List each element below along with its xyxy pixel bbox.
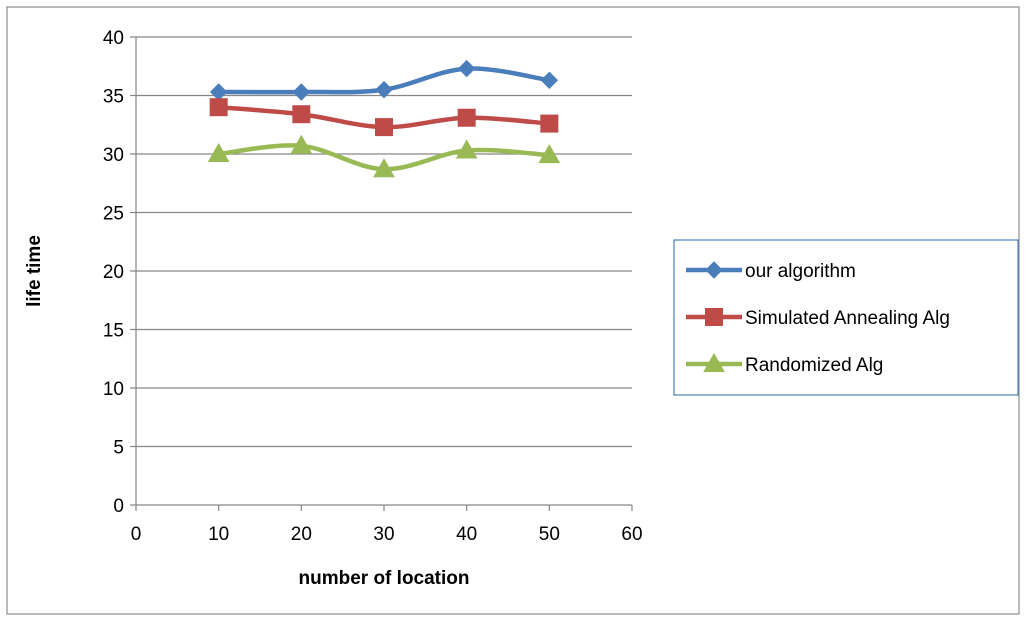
x-tick-label: 40 [456,524,477,545]
data-point [373,158,395,178]
y-tick-label: 30 [103,145,124,166]
y-tick-label: 40 [103,28,124,49]
y-axis-title: life time [24,235,45,307]
y-tick-label: 0 [113,496,124,517]
x-tick-label: 20 [291,524,312,545]
legend-marker [703,352,725,372]
legend-label: Randomized Alg [745,355,883,376]
data-point [207,142,230,162]
data-point [540,114,559,133]
data-point [375,118,393,137]
y-tick-label: 10 [103,379,124,400]
legend-entry: Randomized Alg [686,352,883,376]
x-axis-title: number of location [299,568,470,589]
x-tick-label: 50 [539,524,560,545]
data-point [290,134,313,154]
x-tick-label: 60 [621,524,642,545]
y-tick-label: 15 [103,321,124,342]
legend: our algorithm Simulated Annealing Alg Rand… [673,239,1019,396]
x-tick-label: 0 [131,524,142,545]
series-1 [209,59,559,101]
y-tick-label: 25 [103,204,124,225]
legend-entry: Simulated Annealing Alg [686,308,950,329]
data-point [292,83,311,101]
data-point [540,71,559,89]
data-point [538,144,561,164]
y-tick-label: 20 [103,262,124,283]
legend-marker [705,308,723,326]
data-point [292,105,311,124]
axes: 0 5 10 15 20 25 30 35 40 0 10 20 30 40 50 60 [103,28,643,545]
data-point [455,139,478,159]
data-point [209,98,228,117]
series-group [207,59,561,178]
y-tick-label: 5 [113,438,124,459]
series-3 [207,134,561,178]
data-point [457,108,476,127]
legend-entry: our algorithm [686,261,856,282]
data-point [375,80,393,99]
data-point [457,59,476,78]
legend-marker [705,261,723,279]
x-tick-label: 30 [373,524,394,545]
legend-label: our algorithm [745,261,856,282]
legend-label: Simulated Annealing Alg [745,308,950,329]
series-2 [209,98,559,137]
x-tick-label: 10 [208,524,229,545]
y-tick-label: 35 [103,87,124,108]
